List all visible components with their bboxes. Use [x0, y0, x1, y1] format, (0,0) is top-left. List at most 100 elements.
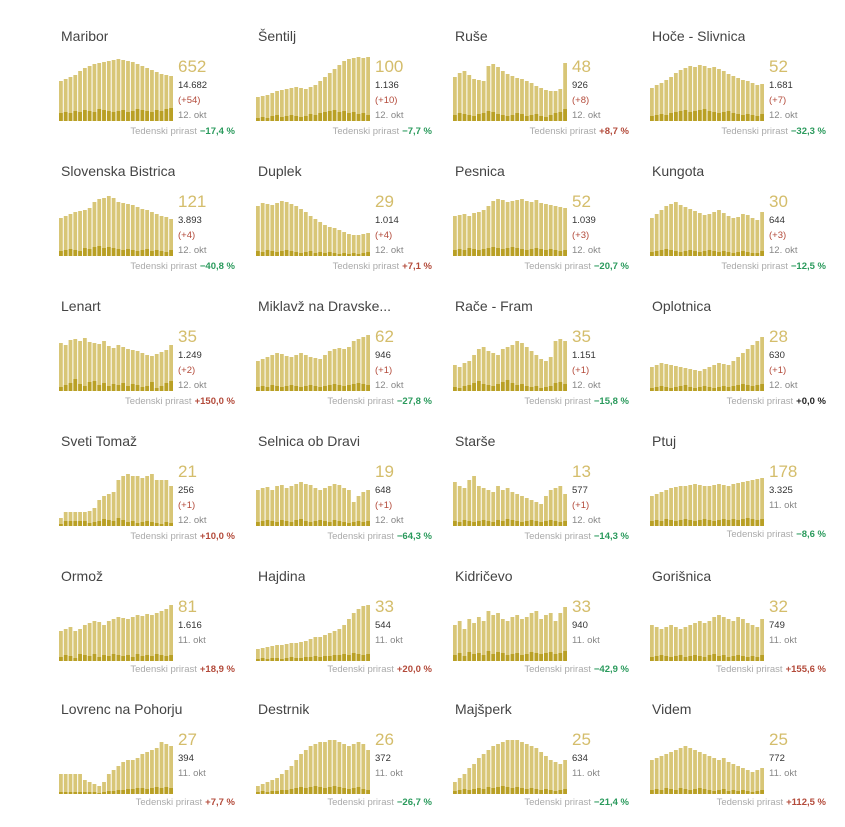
active-cases-bar [553, 488, 558, 526]
active-cases-bar [327, 486, 332, 526]
active-cases-bar [361, 234, 366, 256]
new-cases-bar [500, 115, 505, 121]
active-cases-bar [741, 482, 745, 526]
new-cases-bar [731, 386, 736, 391]
municipality-card[interactable]: Duplek 29 1.014 (+4) 12. okt Tedenski prirast… [254, 163, 434, 283]
new-cases-bar [260, 658, 265, 661]
municipality-card[interactable]: Ptuj 178 3.325 11. okt Tedenski prirast −8,6 … [648, 433, 828, 553]
weekly-growth-label: Tedenski prirast [130, 664, 197, 675]
municipality-card[interactable]: Majšperk 25 634 11. okt Tedenski prirast −21,… [451, 701, 631, 821]
active-cases-bar [275, 778, 279, 794]
municipality-card[interactable]: Lovrenc na Pohorju 27 394 11. okt Tedenski p… [57, 701, 237, 821]
municipality-name: Pesnica [455, 163, 505, 179]
active-cases-bar [486, 611, 491, 661]
weekly-growth-value: −26,7 % [396, 797, 432, 808]
active-cases-bar [59, 518, 63, 526]
new-cases-bar [505, 655, 510, 661]
active-cases-bar [745, 81, 750, 121]
total-cases-value: 1.039 [572, 215, 596, 226]
new-cases-bar [563, 651, 567, 661]
weekly-growth: Tedenski prirast +20,0 % [254, 664, 432, 675]
weekly-growth: Tedenski prirast −64,3 % [254, 531, 432, 542]
active-cases-bar [760, 768, 764, 794]
active-cases-bar [520, 343, 524, 391]
new-cases-bar [318, 387, 323, 391]
active-cases-bar [308, 639, 313, 661]
municipality-card[interactable]: Hoče - Slivnica 52 1.681 (+7) 12. okt Tedensk… [648, 28, 828, 148]
active-cases-bar [553, 341, 558, 391]
municipality-card[interactable]: Maribor 652 14.682 (+54) 12. okt Tedenski pri… [57, 28, 237, 148]
municipality-card[interactable]: Oplotnica 28 630 (+1) 12. okt Tedenski priras… [648, 298, 828, 418]
active-cases-bar [736, 617, 741, 661]
new-cases-bar [337, 787, 342, 794]
active-cases-bar [337, 65, 342, 121]
municipality-card[interactable]: Selnica ob Dravi 19 648 (+1) 12. okt Tedenski… [254, 433, 434, 553]
municipality-card[interactable]: Hajdina 33 544 11. okt Tedenski prirast +20,0… [254, 568, 434, 688]
new-cases-bar [457, 113, 462, 121]
total-cases-value: 749 [769, 620, 785, 631]
stats-column: 48 926 (+8) 12. okt [572, 58, 632, 122]
new-cases-bar [270, 385, 275, 391]
municipality-card[interactable]: Ruše 48 926 (+8) 12. okt Tedenski prirast +8,7… [451, 28, 631, 148]
new-cases-bar [126, 655, 130, 661]
municipality-card[interactable]: Slovenska Bistrica 121 3.893 (+4) 12. okt Ted… [57, 163, 237, 283]
municipality-card[interactable]: Ormož 81 1.616 11. okt Tedenski prirast +18,9… [57, 568, 237, 688]
municipality-card[interactable]: Kungota 30 644 (+3) 12. okt Tedenski prirast −… [648, 163, 828, 283]
new-cases-bar [289, 385, 294, 391]
active-cases-bar [683, 368, 688, 391]
municipality-card[interactable]: Lenart 35 1.249 (+2) 12. okt Tedenski prirast… [57, 298, 237, 418]
active-cases-bar [63, 512, 68, 526]
new-cases-bar [73, 111, 78, 121]
total-cases-value: 1.249 [178, 350, 202, 361]
municipality-card[interactable]: Gorišnica 32 749 11. okt Tedenski prirast +15… [648, 568, 828, 688]
total-cases-value: 256 [178, 485, 194, 496]
active-cases-bar [169, 219, 173, 256]
weekly-growth-label: Tedenski prirast [327, 797, 394, 808]
stats-column: 30 644 (+3) 12. okt [769, 193, 829, 257]
new-cases-bar [256, 659, 260, 661]
municipality-card[interactable]: Kidričevo 33 940 11. okt Tedenski prirast −42… [451, 568, 631, 688]
new-cases-bar [87, 792, 92, 794]
new-cases-bar [712, 791, 717, 794]
municipality-name: Starše [455, 433, 496, 449]
new-cases-bar [745, 385, 750, 391]
active-cases-bar [707, 756, 712, 794]
active-cases-bar [524, 744, 529, 794]
mini-bar-chart [256, 482, 370, 526]
municipality-card[interactable]: Videm 25 772 11. okt Tedenski prirast +112,5 … [648, 701, 828, 821]
weekly-growth-label: Tedenski prirast [327, 664, 394, 675]
new-cases-bar [102, 248, 106, 256]
active-cases-bar [529, 500, 534, 526]
municipality-name: Selnica ob Dravi [258, 433, 360, 449]
active-cases-bar [351, 341, 356, 391]
municipality-card[interactable]: Destrnik 26 372 11. okt Tedenski prirast −26,… [254, 701, 434, 821]
active-cases-bar [712, 485, 717, 526]
active-cases-bar [524, 498, 529, 526]
new-cases-bar [78, 521, 82, 526]
new-cases-bar [669, 113, 673, 121]
new-cases-bar [68, 656, 73, 661]
active-cases-bar [82, 512, 87, 526]
new-cases-bar [548, 249, 553, 256]
active-cases-bar [356, 235, 361, 256]
municipality-card[interactable]: Miklavž na Dravske... 62 946 (+1) 12. okt Ted… [254, 298, 434, 418]
active-cases-bar [702, 369, 707, 391]
new-cases-bar [92, 654, 97, 661]
new-cases-bar [102, 383, 106, 391]
municipality-card[interactable]: Sveti Tomaž 21 256 (+1) 12. okt Tedenski prir… [57, 433, 237, 553]
mini-bar-chart [59, 196, 173, 256]
municipality-card[interactable]: Pesnica 52 1.039 (+3) 12. okt Tedenski priras… [451, 163, 631, 283]
active-cases-bar [270, 205, 275, 256]
municipality-card[interactable]: Starše 13 577 (+1) 12. okt Tedenski prirast −1… [451, 433, 631, 553]
municipality-card[interactable]: Šentilj 100 1.136 (+10) 12. okt Tedenski prir… [254, 28, 434, 148]
active-cases-bar [659, 83, 664, 121]
new-cases-bar [650, 521, 654, 526]
active-cases-bar [260, 203, 265, 256]
new-cases-bar [500, 382, 505, 391]
active-cases-bar [558, 89, 563, 121]
municipality-card[interactable]: Rače - Fram 35 1.151 (+1) 12. okt Tedenski pr… [451, 298, 631, 418]
weekly-growth-value: +8,7 % [599, 126, 629, 137]
active-cases-bar [102, 782, 106, 794]
new-cases-bar [457, 249, 462, 256]
active-cases-bar [539, 88, 544, 121]
